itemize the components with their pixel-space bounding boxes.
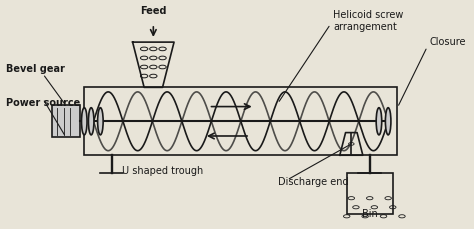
- Ellipse shape: [385, 108, 391, 135]
- Text: Power source: Power source: [6, 98, 80, 108]
- Bar: [346, 173, 393, 214]
- Text: Bin: Bin: [362, 209, 378, 218]
- Ellipse shape: [98, 108, 103, 135]
- Ellipse shape: [376, 108, 382, 135]
- Text: Helicoid screw
arrangement: Helicoid screw arrangement: [333, 11, 403, 32]
- Ellipse shape: [82, 108, 87, 135]
- Bar: [52, 105, 80, 137]
- Text: Bevel gear: Bevel gear: [6, 64, 65, 74]
- Text: U shaped trough: U shaped trough: [122, 166, 203, 176]
- Bar: [84, 87, 397, 155]
- Ellipse shape: [89, 108, 94, 135]
- Text: Discharge end: Discharge end: [278, 177, 348, 187]
- Text: Feed: Feed: [140, 6, 166, 16]
- Text: Closure: Closure: [429, 37, 466, 47]
